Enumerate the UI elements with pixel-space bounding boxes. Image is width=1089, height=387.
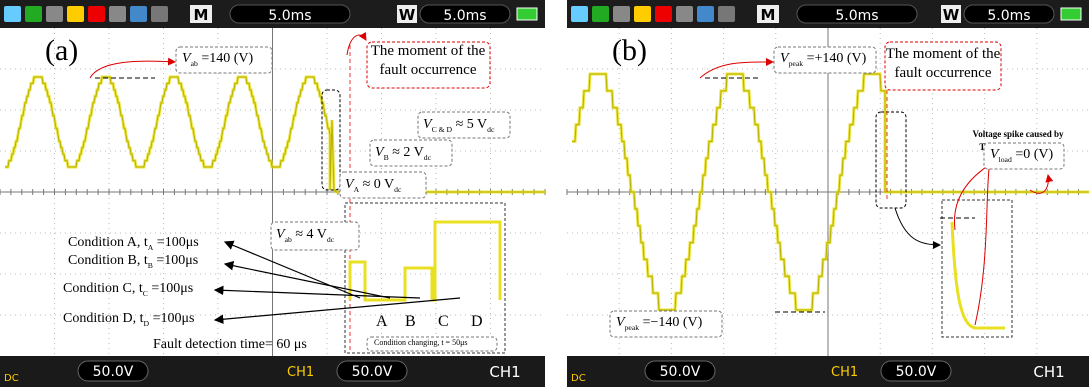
battery (517, 8, 537, 20)
note-text: =100μs (153, 235, 198, 250)
note: Condition B, tB =100μs (68, 253, 198, 270)
note: VA ≈ 0 Vdc (345, 177, 402, 194)
note-text: ≈ 5 V (452, 117, 487, 132)
note-text: B (405, 313, 416, 330)
timebase: 5.0ms (835, 8, 878, 24)
note-text: Condition B, t (68, 253, 148, 268)
note-text: =140 (V) (198, 51, 254, 66)
window-timebase: 5.0ms (443, 8, 486, 24)
window-mode: W (399, 6, 416, 24)
note: Condition D, tD =100μs (63, 311, 194, 328)
note-line: fault occurrence (379, 62, 476, 78)
note-text: =0 (V) (1012, 147, 1054, 162)
note-line: Voltage spike caused by (973, 129, 1064, 139)
note-text: Fault detection time= 60 μs (153, 337, 307, 352)
note-text: Condition D, t (63, 311, 144, 326)
note-subscript: peak (625, 323, 640, 332)
panel-label: (a) (45, 34, 78, 67)
channel: CH1 (489, 363, 520, 381)
note-subscript: peak (789, 59, 804, 68)
note-text: ≈ 4 V (292, 227, 327, 242)
panel: M5.0msW5.0msDC50.0VCH150.0VCH1(a)Vab =14… (0, 0, 545, 387)
note-text: =100μs (148, 281, 193, 296)
toolbar-icon (634, 6, 651, 22)
note-text: =−140 (V) (639, 315, 703, 330)
toolbar-icon (592, 6, 609, 22)
trigger-level: 50.0V (896, 364, 937, 380)
note-text: =+140 (V) (803, 51, 867, 66)
note: Condition C, tC =100μs (63, 281, 193, 298)
note: B (405, 313, 416, 330)
note: Condition changing, t = 50μs (374, 338, 467, 347)
panel-label: (b) (612, 34, 647, 67)
channel: CH1 (1033, 363, 1064, 381)
note-subscript: C & D (432, 125, 453, 134)
trigger-channel: CH1 (831, 365, 858, 380)
note: C (438, 313, 449, 330)
window-mode: W (943, 6, 960, 24)
note-text: A (376, 313, 388, 330)
note-text: =100μs (153, 253, 198, 268)
trigger-level: 50.0V (352, 364, 393, 380)
battery (1061, 8, 1081, 20)
toolbar-icon (46, 6, 63, 22)
note-line: The moment of the (886, 46, 1001, 62)
note-subscript: dc (394, 185, 402, 194)
toolbar-icon (130, 6, 147, 22)
note-text: ≈ 2 V (389, 145, 424, 160)
note: A (376, 313, 388, 330)
volts-per-div: 50.0V (660, 364, 701, 380)
window-timebase: 5.0ms (987, 8, 1030, 24)
note-text: Condition A, t (68, 235, 148, 250)
toolbar-icon (676, 6, 693, 22)
note-text: =100μs (149, 311, 194, 326)
mode: M (761, 6, 776, 24)
toolbar-icon (718, 6, 735, 22)
volts-per-div: 50.0V (93, 364, 134, 380)
note-subscript: dc (424, 153, 432, 162)
toolbar-icon (109, 6, 126, 22)
coupling: DC (571, 373, 586, 384)
mode: M (194, 6, 209, 24)
toolbar-icon (67, 6, 84, 22)
trigger-channel: CH1 (287, 365, 314, 380)
note-line: fault occurrence (894, 65, 991, 81)
note-subscript: dc (327, 235, 335, 244)
toolbar-icon (151, 6, 168, 22)
toolbar-icon (25, 6, 42, 22)
note-text: ≈ 0 V (359, 177, 394, 192)
note-line: The moment of the (371, 43, 486, 59)
note: Condition A, tA =100μs (68, 235, 199, 252)
note: VB ≈ 2 Vdc (375, 145, 432, 162)
note: D (471, 313, 483, 330)
timebase: 5.0ms (268, 8, 311, 24)
toolbar-icon (571, 6, 588, 22)
note-text: Condition changing, t = 50μs (374, 338, 467, 347)
note-subscript: dc (487, 125, 495, 134)
toolbar-icon (697, 6, 714, 22)
note-text: Condition C, t (63, 281, 143, 296)
note-subscript: load (999, 155, 1012, 164)
note-text: D (471, 313, 483, 330)
figure: M5.0msW5.0msDC50.0VCH150.0VCH1(a)Vab =14… (0, 0, 1089, 387)
note: Fault detection time= 60 μs (153, 337, 307, 352)
coupling: DC (4, 373, 19, 384)
toolbar-icon (88, 6, 105, 22)
toolbar-icon (655, 6, 672, 22)
toolbar-icon (4, 6, 21, 22)
toolbar-icon (613, 6, 630, 22)
note-text: C (438, 313, 449, 330)
